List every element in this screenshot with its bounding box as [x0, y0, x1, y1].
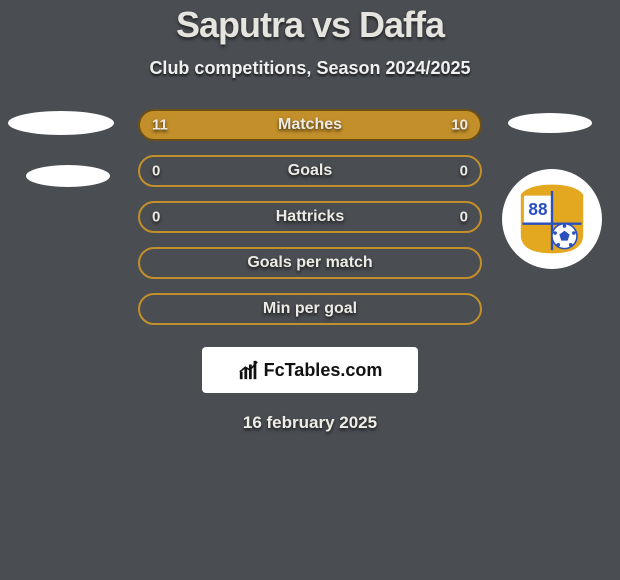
- stat-row: Min per goal: [138, 293, 482, 325]
- stat-row: 0 Goals 0: [138, 155, 482, 187]
- stat-label: Min per goal: [263, 300, 357, 318]
- mid-section: 88 11Matches100Goals00Hattricks0Goals p: [0, 109, 620, 433]
- stat-value-left: 11: [152, 117, 168, 134]
- stat-label: Goals per match: [247, 254, 372, 272]
- date-label: 16 february 2025: [0, 413, 620, 433]
- ellipse-shape: [26, 165, 110, 187]
- stat-label: Goals: [288, 162, 332, 180]
- brand-box[interactable]: FcTables.com: [202, 347, 418, 393]
- club-badge: 88: [502, 169, 602, 269]
- ellipse-shape: [508, 113, 592, 133]
- shield-icon: 88: [513, 180, 591, 258]
- stat-value-right: 0: [460, 163, 468, 180]
- left-avatar-placeholder: [8, 109, 128, 187]
- page-title: Saputra vs Daffa: [0, 4, 620, 46]
- stat-label: Matches: [278, 116, 342, 134]
- stat-value-left: 0: [152, 209, 160, 226]
- subtitle: Club competitions, Season 2024/2025: [0, 58, 620, 79]
- stat-label: Hattricks: [276, 208, 344, 226]
- comparison-card: Saputra vs Daffa Club competitions, Seas…: [0, 0, 620, 433]
- bar-chart-icon: [238, 359, 260, 381]
- stat-row: 0 Hattricks 0: [138, 201, 482, 233]
- stat-value-left: 0: [152, 163, 160, 180]
- stat-row: 11 Matches 10: [138, 109, 482, 141]
- badge-number: 88: [528, 199, 548, 219]
- stat-value-right: 0: [460, 209, 468, 226]
- brand-label: FcTables.com: [264, 360, 383, 381]
- stat-value-right: 10: [451, 117, 468, 134]
- ellipse-shape: [8, 111, 114, 135]
- stat-row: Goals per match: [138, 247, 482, 279]
- stat-rows: 11 Matches 10 0 Goals 0 0 Hattricks 0 Goals per m…: [138, 109, 482, 325]
